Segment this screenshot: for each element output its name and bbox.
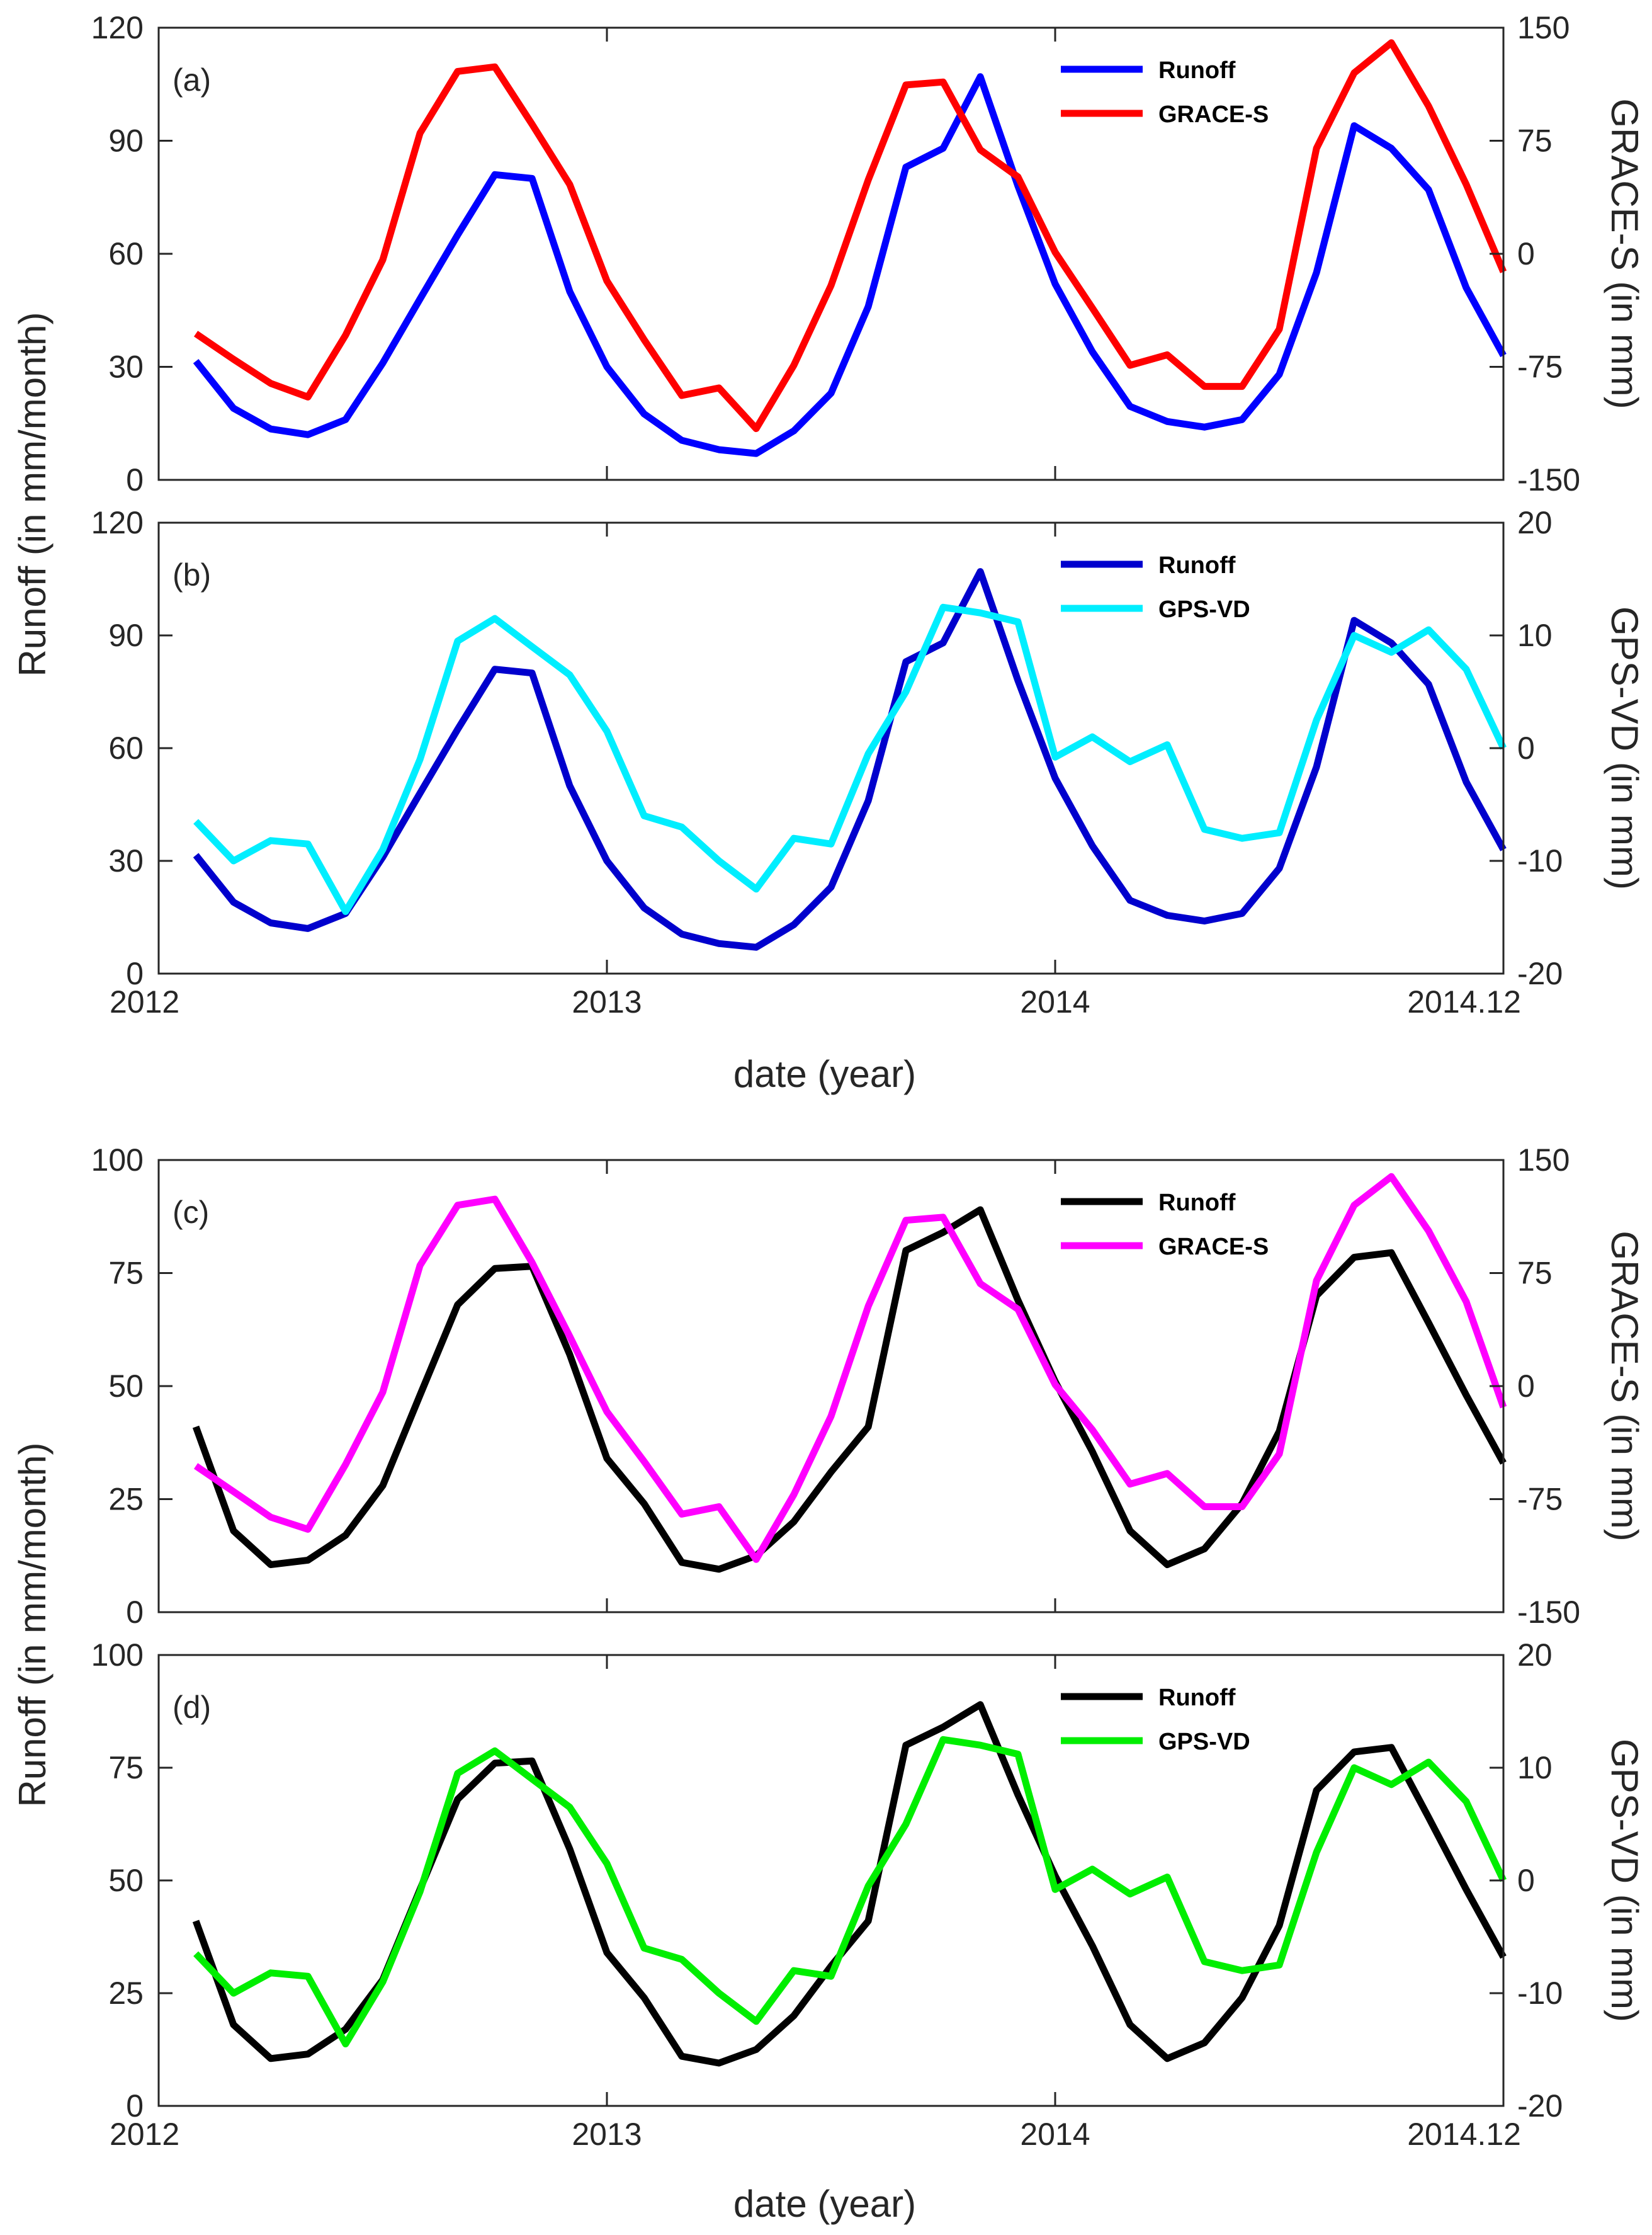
series-line-gpsvd bbox=[193, 1736, 1507, 2048]
left-axis-label-top: Runoff (in mm/month) bbox=[11, 312, 54, 676]
left-tick-label: 30 bbox=[108, 350, 144, 385]
left-tick-label: 120 bbox=[91, 10, 144, 45]
right-tick-label: -75 bbox=[1517, 1482, 1563, 1517]
left-tick-label: 60 bbox=[108, 731, 144, 766]
legend-label: GRACE-S bbox=[1158, 1234, 1269, 1260]
x-tick-label: 2012 bbox=[110, 2117, 179, 2152]
x-tick-label: 2012 bbox=[110, 984, 179, 1020]
right-tick-label: -10 bbox=[1517, 843, 1563, 879]
right-tick-label: -20 bbox=[1517, 956, 1563, 991]
series-line-gpsvd bbox=[193, 603, 1507, 915]
x-tick-label: 2014 bbox=[1020, 2117, 1090, 2152]
panel-2: 0 30 60 90 120 -20 -10 0 10 20 2012 2013 2014 2014.12… bbox=[91, 505, 1646, 1020]
panel-tag: (b) bbox=[173, 557, 211, 593]
left-tick-label: 0 bbox=[126, 956, 144, 991]
left-tick-label: 90 bbox=[108, 618, 144, 653]
legend-label: GPS-VD bbox=[1158, 1729, 1250, 1755]
legend-label: Runoff bbox=[1158, 552, 1236, 579]
right-tick-label: -150 bbox=[1517, 1595, 1580, 1630]
left-tick-label: 0 bbox=[126, 2088, 144, 2124]
legend: Runoff GRACE-S bbox=[1061, 1190, 1269, 1260]
panel-tag: (c) bbox=[173, 1195, 209, 1230]
right-tick-label: 150 bbox=[1517, 1142, 1570, 1178]
panel-4: 0 25 50 75 100 -20 -10 0 10 20 2012 2013 2014 2014.12… bbox=[91, 1637, 1646, 2152]
right-axis-label: GRACE-S (in mm) bbox=[1604, 1231, 1646, 1541]
series-line-runoff bbox=[193, 568, 1507, 951]
series-line-graces bbox=[194, 39, 1507, 433]
right-tick-label: 150 bbox=[1517, 10, 1570, 45]
right-tick-label: 20 bbox=[1517, 505, 1553, 540]
legend: Runoff GPS-VD bbox=[1061, 1685, 1250, 1755]
left-tick-label: 75 bbox=[108, 1256, 144, 1291]
panel-1: 0 30 60 90 120 -150 -75 0 75 150 GRACE-S (in mm) (a… bbox=[91, 10, 1646, 498]
x-axis-label-bottom: date (year) bbox=[733, 2183, 916, 2225]
right-tick-label: 0 bbox=[1517, 731, 1535, 766]
left-tick-label: 25 bbox=[108, 1976, 144, 2011]
left-tick-label: 100 bbox=[91, 1142, 144, 1178]
left-tick-label: 50 bbox=[108, 1863, 144, 1898]
legend-label: GRACE-S bbox=[1158, 101, 1269, 128]
left-tick-label: 60 bbox=[108, 236, 144, 271]
x-tick-label: 2014 bbox=[1020, 984, 1090, 1020]
right-tick-label: 75 bbox=[1517, 123, 1553, 159]
legend: Runoff GPS-VD bbox=[1061, 552, 1250, 623]
legend-label: GPS-VD bbox=[1158, 596, 1250, 623]
left-tick-label: 25 bbox=[108, 1482, 144, 1517]
left-tick-label: 90 bbox=[108, 123, 144, 159]
left-tick-label: 0 bbox=[126, 1595, 144, 1630]
series-line-runoff bbox=[193, 73, 1507, 457]
left-axis-label-bottom: Runoff (in mm/month) bbox=[11, 1442, 54, 1807]
right-axis-label: GRACE-S (in mm) bbox=[1604, 98, 1646, 409]
x-tick-label: 2014.12 bbox=[1407, 2117, 1521, 2152]
panel-tag: (d) bbox=[173, 1690, 211, 1725]
legend-label: Runoff bbox=[1158, 57, 1236, 84]
left-tick-label: 0 bbox=[126, 462, 144, 498]
x-tick-label: 2014.12 bbox=[1407, 984, 1521, 1020]
panel-3: 0 25 50 75 100 -150 -75 0 75 150 GRACE-S (in mm) (c… bbox=[91, 1142, 1646, 1630]
left-tick-label: 30 bbox=[108, 843, 144, 879]
right-tick-label: -20 bbox=[1517, 2088, 1563, 2124]
right-tick-label: 20 bbox=[1517, 1637, 1553, 1673]
right-tick-label: 0 bbox=[1517, 1863, 1535, 1898]
left-tick-label: 50 bbox=[108, 1368, 144, 1404]
x-tick-label: 2013 bbox=[572, 2117, 642, 2152]
x-axis-label-top: date (year) bbox=[733, 1053, 916, 1095]
right-tick-label: 10 bbox=[1517, 1750, 1553, 1785]
right-axis-label: GPS-VD (in mm) bbox=[1604, 1739, 1646, 2022]
left-tick-label: 120 bbox=[91, 505, 144, 540]
right-tick-label: 0 bbox=[1517, 1368, 1535, 1404]
right-tick-label: -150 bbox=[1517, 462, 1580, 498]
legend: Runoff GRACE-S bbox=[1061, 57, 1269, 128]
series-line-runoff bbox=[192, 1206, 1507, 1573]
x-tick-label: 2013 bbox=[572, 984, 642, 1020]
plot-frame bbox=[157, 1654, 1505, 2107]
right-tick-label: -75 bbox=[1517, 350, 1563, 385]
legend-label: Runoff bbox=[1158, 1685, 1236, 1711]
right-axis-label: GPS-VD (in mm) bbox=[1604, 606, 1646, 890]
plot-frame bbox=[157, 521, 1505, 975]
panel-tag: (a) bbox=[173, 62, 211, 98]
right-tick-label: 10 bbox=[1517, 618, 1553, 653]
left-tick-label: 75 bbox=[108, 1750, 144, 1785]
right-tick-label: 0 bbox=[1517, 236, 1535, 271]
plot-frame bbox=[157, 1159, 1505, 1613]
plot-frame bbox=[157, 26, 1505, 481]
right-tick-label: 75 bbox=[1517, 1256, 1553, 1291]
left-tick-label: 100 bbox=[91, 1637, 144, 1673]
right-tick-label: -10 bbox=[1517, 1976, 1563, 2011]
legend-label: Runoff bbox=[1158, 1190, 1236, 1216]
series-line-graces bbox=[194, 1173, 1507, 1563]
